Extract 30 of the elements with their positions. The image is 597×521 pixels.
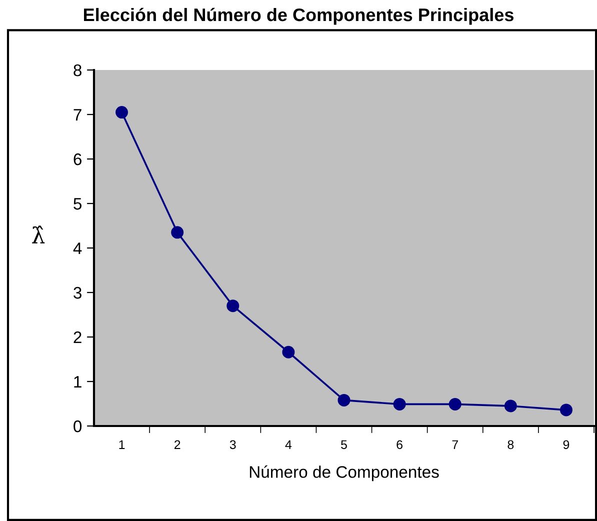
chart-title: Elección del Número de Componentes Principales	[84, 8, 514, 25]
x-tick-label: 3	[230, 440, 236, 450]
y-tick-label: 1	[74, 376, 82, 388]
x-tick-label: 2	[174, 440, 180, 449]
x-tick-label: 9	[563, 440, 570, 450]
x-tick-label: 8	[508, 440, 514, 450]
point	[171, 226, 184, 239]
point	[448, 398, 462, 410]
x-tick-label: 5	[341, 440, 347, 450]
y-axis-title: λ̂	[32, 226, 45, 244]
point	[560, 404, 572, 416]
point	[226, 300, 240, 312]
y-tick-label: 5	[74, 198, 82, 210]
x-tick-label: 7	[452, 440, 458, 449]
y-tick-label: 4	[73, 242, 82, 254]
point	[393, 398, 406, 410]
y-tick-label: 6	[74, 153, 82, 166]
x-tick-label: 6	[396, 440, 402, 450]
y-tick-label: 2	[74, 331, 82, 344]
point	[504, 400, 517, 412]
x-tick-label: 4	[285, 440, 292, 449]
y-tick-label: 3	[74, 286, 82, 299]
y-tick-label: 0	[74, 420, 82, 432]
point	[282, 346, 295, 358]
point	[116, 106, 128, 119]
x-tick-label: 1	[119, 440, 125, 449]
y-tick-label: 8	[74, 64, 82, 76]
y-tick-label: 7	[74, 109, 82, 121]
point	[338, 394, 350, 406]
x-axis-title: Número de Componentes	[250, 465, 439, 482]
